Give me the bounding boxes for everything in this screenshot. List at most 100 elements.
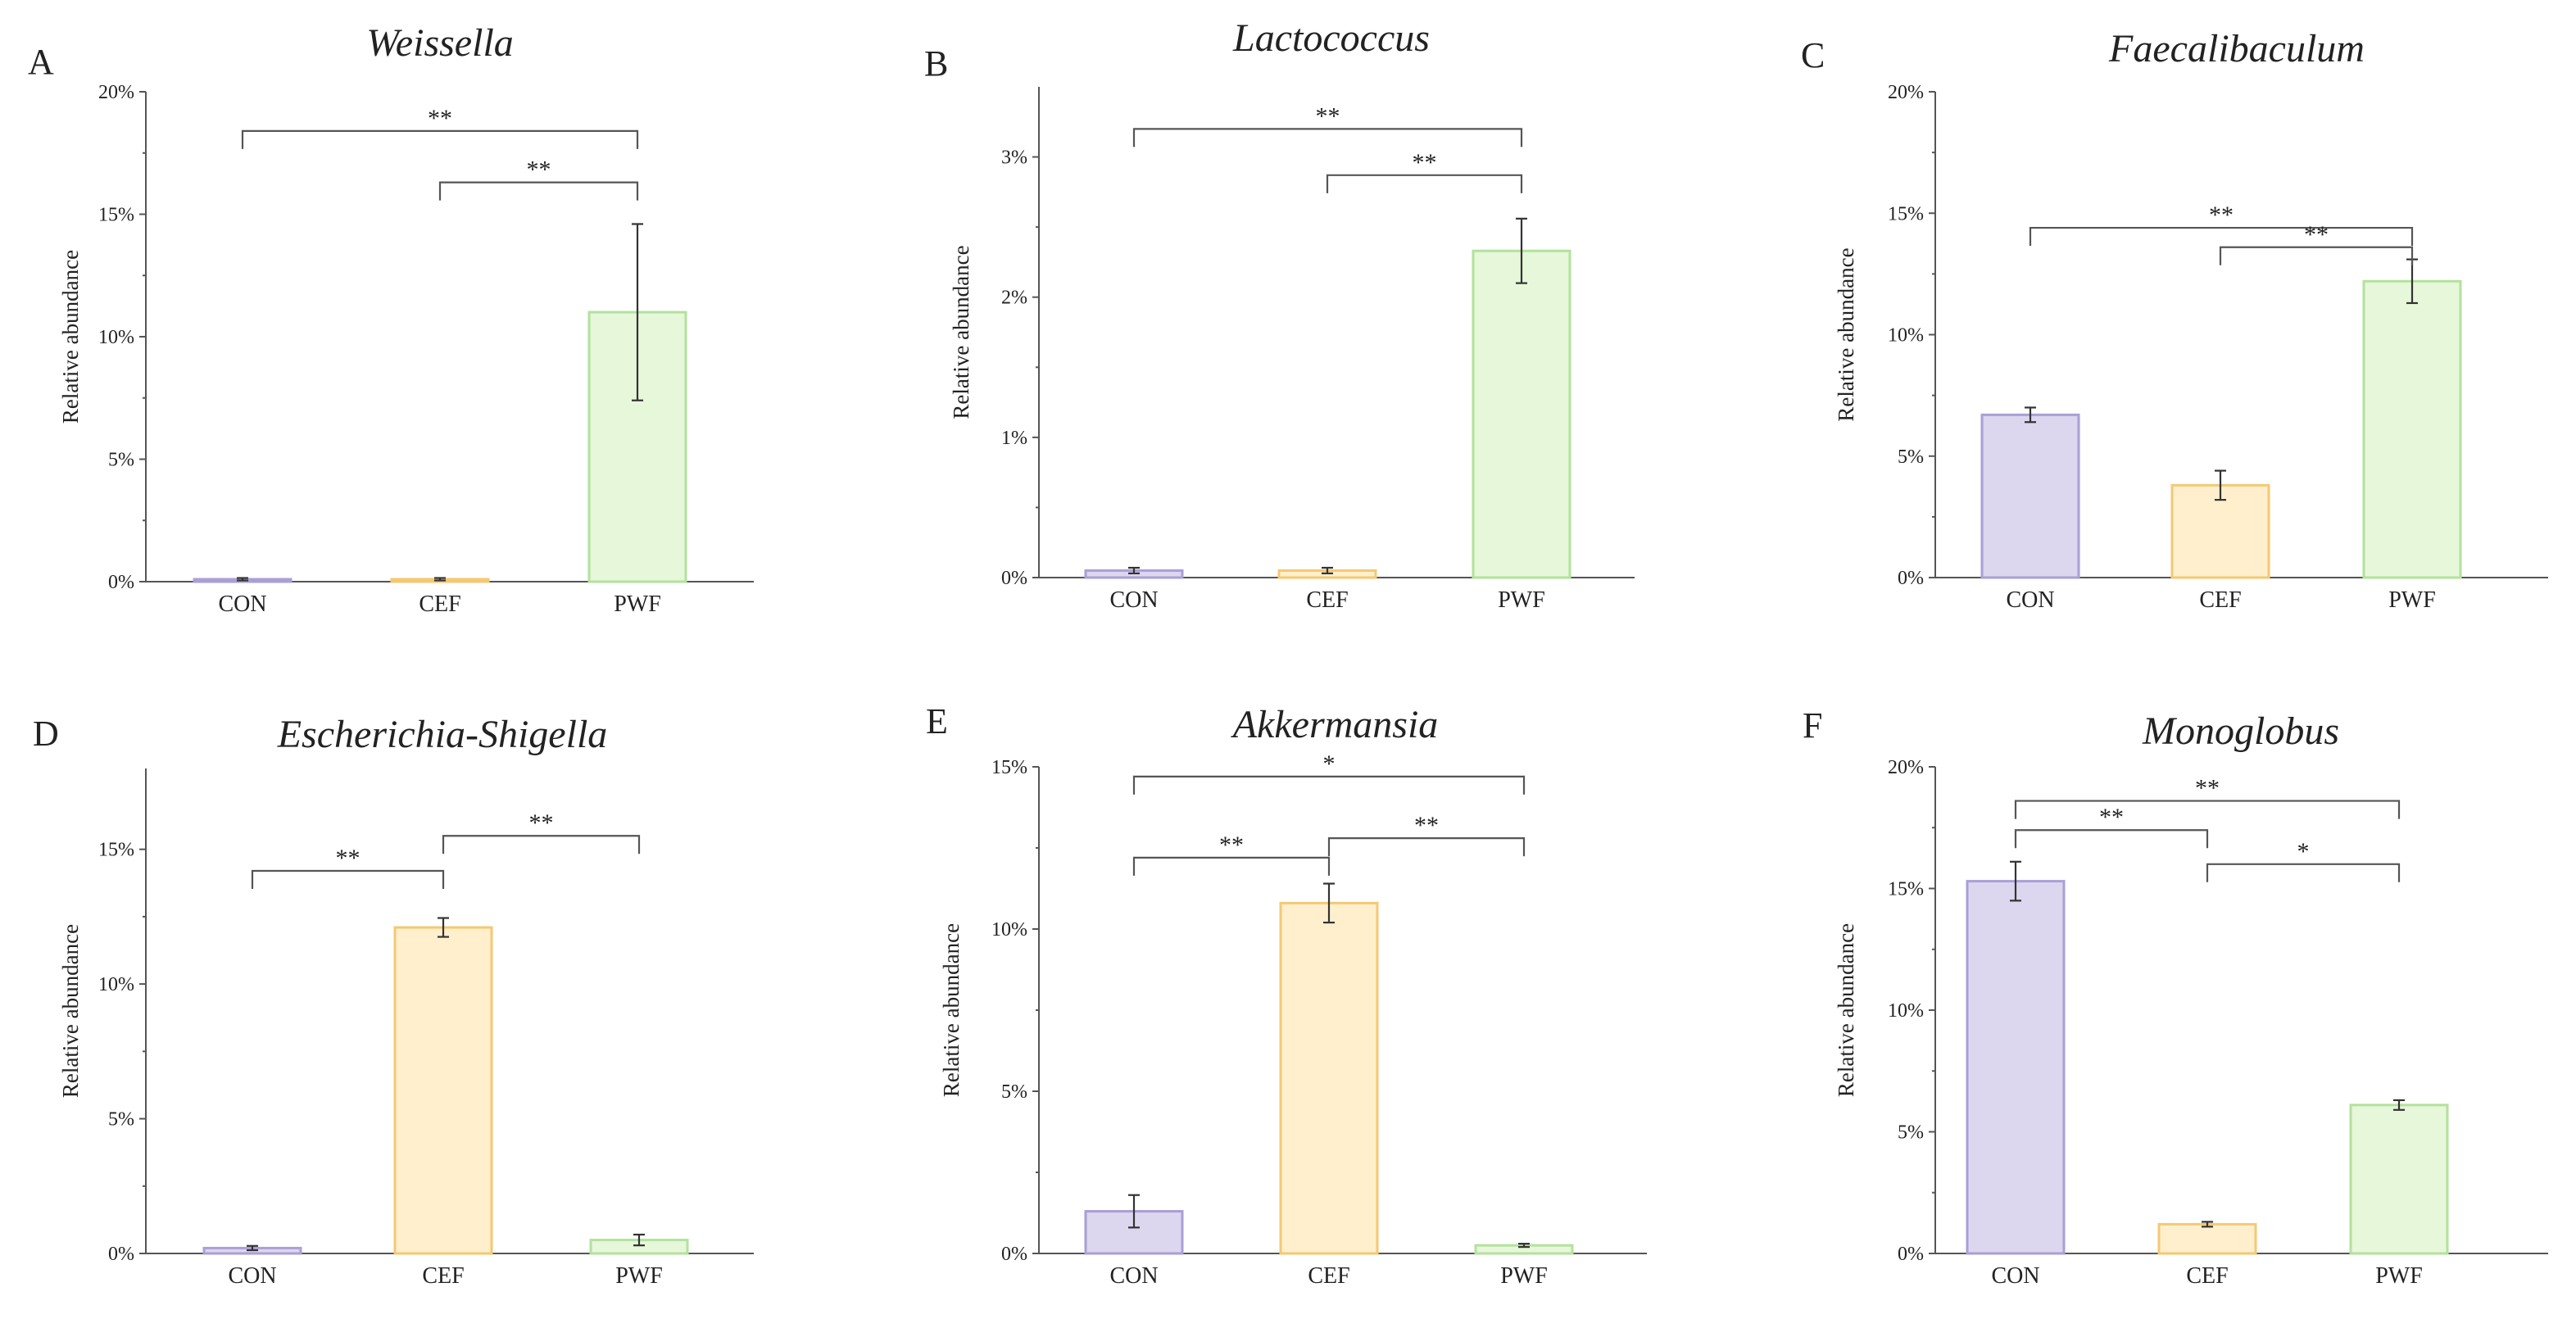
y-tick-label: 5% bbox=[108, 1109, 134, 1131]
x-category-label: CEF bbox=[419, 592, 460, 617]
y-axis-title: Relative abundance bbox=[1834, 923, 1858, 1097]
y-tick-label: 15% bbox=[991, 757, 1027, 778]
chart-title: Monoglobus bbox=[2142, 709, 2339, 753]
x-category-label: CEF bbox=[2186, 1263, 2228, 1289]
significance-label: * bbox=[2297, 838, 2310, 865]
x-category-label: CON bbox=[1991, 1263, 2039, 1289]
significance-label: ** bbox=[529, 809, 554, 836]
significance-label: ** bbox=[1316, 102, 1340, 129]
significance-label: ** bbox=[527, 156, 551, 184]
significance-bracket bbox=[2219, 246, 2414, 265]
significance-bracket bbox=[2206, 863, 2401, 882]
y-tick-label: 2% bbox=[1001, 288, 1027, 309]
x-category-label: PWF bbox=[1498, 587, 1545, 613]
x-category-label: CON bbox=[1109, 1263, 1158, 1289]
significance-bracket bbox=[2014, 829, 2209, 849]
panel-letter: E bbox=[926, 701, 948, 741]
significance-bracket bbox=[251, 869, 445, 889]
bar-cef bbox=[1279, 901, 1379, 1255]
y-axis-title: Relative abundance bbox=[949, 245, 973, 419]
significance-bracket bbox=[1327, 837, 1526, 857]
x-category-label: CEF bbox=[422, 1263, 464, 1289]
significance-label: ** bbox=[2304, 221, 2329, 248]
x-category-label: CEF bbox=[1306, 587, 1348, 613]
significance-label: * bbox=[1323, 750, 1336, 777]
significance-bracket bbox=[2029, 226, 2414, 247]
x-category-label: PWF bbox=[615, 1263, 663, 1289]
y-tick-label: 15% bbox=[1888, 879, 1924, 900]
y-tick-label: 15% bbox=[1888, 203, 1924, 224]
significance-bracket bbox=[1132, 128, 1523, 147]
y-tick-label: 1% bbox=[1001, 428, 1027, 449]
chart-panel-c: C Faecalibaculum 0% 5% 10% 15% 20% Relative abu… bbox=[1801, 27, 2548, 613]
y-tick-label: 3% bbox=[1001, 147, 1027, 169]
significance-bracket bbox=[1132, 856, 1331, 876]
y-tick-label: 5% bbox=[108, 450, 134, 471]
y-tick-label: 10% bbox=[1888, 325, 1924, 347]
bar-cef bbox=[2157, 1222, 2257, 1255]
chart-panel-f: F Monoglobus 0% 5% 10% 15% 20% Relative abundan… bbox=[1803, 705, 2548, 1289]
bar-pwf bbox=[2349, 1104, 2449, 1255]
y-tick-label: 0% bbox=[108, 572, 134, 593]
chart-panel-e: E Akkermansia 0% 5% 10% 15% Relative abundance… bbox=[926, 701, 1647, 1289]
x-category-label: CEF bbox=[2199, 587, 2241, 613]
y-tick-label: 10% bbox=[1888, 1000, 1924, 1022]
x-category-label: CON bbox=[228, 1263, 276, 1289]
y-axis-title: Relative abundance bbox=[1834, 247, 1858, 421]
y-tick-label: 0% bbox=[108, 1244, 134, 1265]
chart-title: Weissella bbox=[366, 21, 514, 65]
x-category-label: CEF bbox=[1308, 1263, 1349, 1289]
y-tick-label: 20% bbox=[1888, 757, 1924, 778]
bar-pwf bbox=[1472, 249, 1571, 579]
y-tick-label: 20% bbox=[1888, 82, 1924, 103]
y-tick-label: 0% bbox=[1001, 568, 1027, 589]
significance-label: ** bbox=[2099, 804, 2124, 831]
y-axis-title: Relative abundance bbox=[58, 250, 83, 424]
x-category-label: PWF bbox=[2388, 587, 2436, 613]
significance-label: ** bbox=[2209, 202, 2234, 229]
y-tick-label: 0% bbox=[1001, 1244, 1027, 1265]
panel-letter: D bbox=[33, 714, 59, 754]
bar-con bbox=[1966, 880, 2066, 1255]
chart-title: Faecalibaculum bbox=[2108, 27, 2365, 70]
x-category-label: PWF bbox=[1500, 1263, 1548, 1289]
x-category-label: PWF bbox=[614, 592, 661, 617]
y-tick-label: 20% bbox=[98, 82, 134, 103]
chart-title: Escherichia-Shigella bbox=[277, 713, 608, 756]
y-tick-label: 0% bbox=[1898, 568, 1924, 589]
significance-label: ** bbox=[428, 105, 452, 132]
y-tick-label: 5% bbox=[1001, 1081, 1027, 1103]
significance-bracket bbox=[1326, 174, 1523, 193]
y-tick-label: 15% bbox=[98, 205, 134, 226]
panel-letter: C bbox=[1801, 35, 1825, 75]
panel-letter: F bbox=[1803, 705, 1822, 746]
y-tick-label: 10% bbox=[991, 919, 1027, 941]
significance-bracket bbox=[2014, 800, 2401, 819]
x-category-label: CON bbox=[2006, 587, 2054, 613]
x-category-label: CON bbox=[218, 592, 266, 617]
y-axis-title: Relative abundance bbox=[939, 923, 964, 1097]
y-tick-label: 5% bbox=[1898, 1122, 1924, 1144]
y-tick-label: 0% bbox=[1898, 1244, 1924, 1265]
chart-panel-b: B Lactococcus 0% 1% 2% 3% Relative abundance CO… bbox=[924, 16, 1635, 613]
bar-pwf bbox=[2362, 279, 2462, 579]
significance-bracket bbox=[438, 181, 639, 201]
significance-label: ** bbox=[1219, 832, 1244, 859]
y-axis-title: Relative abundance bbox=[58, 924, 83, 1098]
significance-label: ** bbox=[1414, 812, 1439, 839]
significance-label: ** bbox=[1413, 149, 1437, 176]
chart-title: Akkermansia bbox=[1231, 703, 1439, 746]
y-tick-label: 10% bbox=[98, 327, 134, 348]
significance-bracket bbox=[1132, 775, 1526, 795]
bar-cef bbox=[393, 926, 493, 1255]
y-tick-label: 15% bbox=[98, 840, 134, 861]
panel-letter: A bbox=[28, 42, 54, 82]
significance-label: ** bbox=[336, 845, 361, 872]
x-category-label: CON bbox=[1109, 587, 1158, 613]
y-tick-label: 5% bbox=[1898, 446, 1924, 468]
panel-letter: B bbox=[924, 43, 948, 84]
chart-title: Lactococcus bbox=[1232, 16, 1430, 60]
chart-panel-a: A Weissella 0% 5% 10% 15% 20% Relative abundanc… bbox=[28, 21, 754, 617]
x-category-label: PWF bbox=[2375, 1263, 2423, 1289]
significance-label: ** bbox=[2195, 775, 2220, 802]
